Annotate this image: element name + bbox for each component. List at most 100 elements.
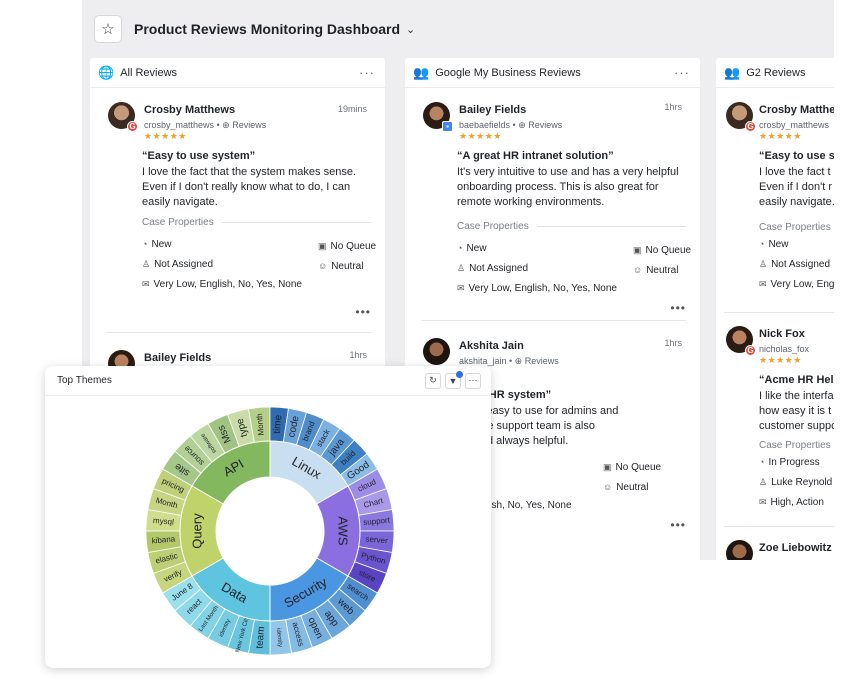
assignee-prop[interactable]: ♙ Not Assigned [759, 259, 831, 270]
reviewer-name: Nick Fox [759, 328, 805, 340]
theme-label: AWS [336, 516, 351, 545]
reviewer-handle: crosby_matthews • ⊕ Reviews [144, 120, 267, 130]
reviewer-name: Crosby Matthe [759, 104, 834, 116]
tags-prop[interactable]: ✉ Very Low, Eng [759, 279, 834, 290]
star-rating: ★★★★★ [759, 131, 802, 141]
case-properties-label: Case Properties [759, 440, 831, 451]
reviewer-handle: akshita_jain • ⊕ Reviews [459, 356, 559, 366]
divider [724, 312, 834, 313]
reviewer-name: Crosby Matthews [144, 104, 236, 116]
assignee-prop[interactable]: ♙ Not Assigned [142, 259, 214, 270]
review-card[interactable]: ▪ Bailey Fields baebaefields • ⊕ Reviews… [405, 88, 700, 320]
sentiment-prop[interactable]: ☺ Neutral [318, 261, 364, 272]
subtheme-label: identity [275, 628, 283, 647]
column-header: 🌐 All Reviews ··· [90, 58, 385, 88]
more-options-icon[interactable]: ··· [674, 65, 690, 80]
subtheme-label: kibana [151, 534, 176, 545]
reviewer-name: Zoe Liebowitz [759, 542, 832, 554]
sentiment-prop[interactable]: ☺ Neutral [633, 265, 679, 276]
tags-prop[interactable]: ✉ Very Low, English, No, Yes, None [142, 279, 302, 290]
review-time: 19mins [337, 104, 367, 114]
panel-title: Top Themes [57, 375, 112, 386]
queue-prop[interactable]: ▣ No Queue [603, 462, 662, 473]
more-options-icon[interactable]: ··· [359, 65, 375, 80]
divider [106, 332, 371, 333]
reviewer-handle: nicholas_fox [759, 344, 810, 354]
status-icon: ◔ [759, 457, 765, 467]
status-prop[interactable]: ◔ New [142, 239, 172, 250]
person-icon: ♙ [759, 477, 768, 487]
review-title: “Acme HR Help [759, 374, 834, 386]
reviewer-handle: baebaefields • ⊕ Reviews [459, 120, 563, 130]
assignee-prop[interactable]: ♙ Luke Reynold [759, 477, 833, 488]
review-body: I like the interfa how easy it is t cust… [759, 390, 834, 432]
g2-badge-icon: G [745, 121, 756, 132]
status-prop[interactable]: ◔ New [759, 239, 789, 250]
filter-icon[interactable]: ▼ [445, 370, 463, 389]
tag-icon: ✉ [759, 497, 767, 507]
review-body: I love the fact t Even if I don't r easi… [759, 166, 834, 208]
refresh-icon[interactable]: ↻ [425, 372, 441, 389]
review-body: em is easy to use for admins and es. The… [457, 405, 619, 447]
review-body: I love the fact that the system makes se… [142, 166, 356, 208]
column-gmb-reviews: 👥 Google My Business Reviews ··· ▪ Baile… [405, 58, 700, 560]
review-card[interactable]: G Crosby Matthews crosby_matthews • ⊕ Re… [90, 88, 385, 328]
card-more-icon[interactable]: ••• [355, 305, 371, 319]
g2-badge-icon: G [127, 121, 138, 132]
review-title: “Easy to use s [759, 150, 834, 162]
tags-prop[interactable]: ✉ Very Low, English, No, Yes, None [457, 283, 617, 294]
chevron-down-icon[interactable]: ⌄ [406, 23, 416, 36]
reviewer-handle: crosby_matthews [759, 120, 830, 130]
favorite-star-icon[interactable]: ☆ [94, 15, 122, 43]
status-icon: ◔ [759, 239, 765, 249]
review-title: “A great HR intranet solution” [457, 150, 614, 162]
queue-icon: ▣ [633, 245, 642, 255]
gmb-badge-icon: ▪ [442, 121, 453, 132]
tags-prop[interactable]: w, English, No, Yes, None [457, 500, 572, 511]
person-icon: ♙ [142, 259, 151, 269]
queue-prop[interactable]: ▣ No Queue [318, 241, 377, 252]
review-card[interactable]: G Nick Fox nicholas_fox ★★★★★ “Acme HR H… [716, 320, 834, 520]
card-more-icon[interactable]: ••• [670, 301, 686, 315]
tag-icon: ✉ [759, 279, 767, 289]
review-card[interactable]: Zoe Liebowitz [716, 534, 834, 560]
subtheme-label: code [286, 414, 302, 438]
subtheme-label: server [365, 534, 388, 545]
person-icon: ♙ [759, 259, 768, 269]
theme-label: Query [189, 513, 204, 549]
g2-badge-icon: G [745, 345, 756, 356]
tag-icon: ✉ [457, 283, 465, 293]
review-title: “Easy to use system” [142, 150, 256, 162]
card-more-icon[interactable]: ••• [670, 518, 686, 532]
reviewer-name: Akshita Jain [459, 340, 524, 352]
assignee-prop[interactable]: ♙ Not Assigned [457, 263, 529, 274]
subtheme-label: type [235, 417, 251, 439]
status-prop[interactable]: ◔ In Progress [759, 457, 820, 468]
star-rating: ★★★★★ [759, 355, 802, 365]
status-prop[interactable]: ◔ New [457, 243, 487, 254]
sentiment-prop[interactable]: ☺ Neutral [603, 482, 649, 493]
column-title: All Reviews [120, 66, 178, 79]
neutral-face-icon: ☺ [633, 265, 643, 275]
tag-icon: ✉ [142, 279, 150, 289]
column-header: 👥 G2 Reviews [716, 58, 834, 88]
queue-prop[interactable]: ▣ No Queue [633, 245, 692, 256]
status-icon: ◔ [457, 243, 463, 253]
people-icon: 👥 [724, 64, 741, 80]
review-card[interactable]: G Crosby Matthe crosby_matthews ★★★★★ “E… [716, 88, 834, 324]
dashboard-title: Product Reviews Monitoring Dashboard [134, 21, 401, 37]
subtheme-label: support [363, 516, 391, 527]
star-rating: ★★★★★ [144, 131, 187, 141]
column-header: 👥 Google My Business Reviews ··· [405, 58, 700, 88]
tags-prop[interactable]: ✉ High, Action [759, 497, 824, 508]
more-options-icon[interactable]: ⋯ [465, 372, 481, 389]
case-properties-label: Case Properties [457, 221, 686, 232]
case-properties-label: Case Properties [142, 217, 371, 228]
reviewer-name: Bailey Fields [144, 352, 212, 364]
person-icon: ♙ [457, 263, 466, 273]
divider [724, 526, 834, 527]
divider [421, 320, 686, 321]
subtheme-label: mysql [153, 516, 175, 527]
dashboard-header: ☆ Product Reviews Monitoring Dashboard ⌄ [94, 14, 415, 44]
